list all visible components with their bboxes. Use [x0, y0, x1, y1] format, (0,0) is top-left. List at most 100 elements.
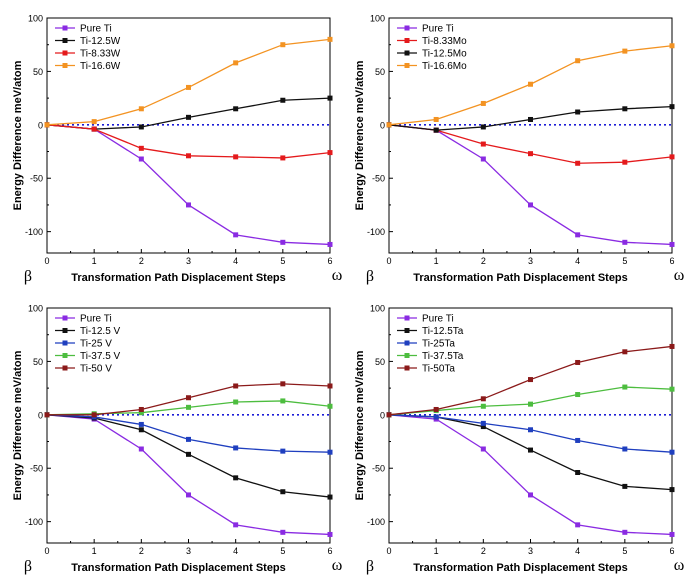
data-point-ti-16-6mo: [528, 82, 533, 87]
chart-panel-ti-w: -100 -50 0 50 100 0 1 2 3 4 5 6 Energy Difference me…: [0, 0, 342, 290]
data-point-ti-12-5w: [280, 98, 285, 103]
legend-label-pure-ti: Pure Ti: [80, 314, 112, 325]
data-point-pure-ti: [186, 492, 191, 497]
legend-marker-ti-25-v: [63, 341, 68, 346]
legend-marker-ti-50ta: [405, 366, 410, 371]
data-point-ti-25ta: [481, 421, 486, 426]
data-point-ti-25-v: [280, 449, 285, 454]
data-point-ti-25ta: [670, 450, 675, 455]
y-tick-label: -50: [372, 174, 385, 184]
y-tick-label: -50: [372, 464, 385, 474]
y-tick-label: 0: [380, 410, 385, 420]
data-point-ti-37-5ta: [670, 387, 675, 392]
data-point-ti-16-6w: [233, 60, 238, 65]
data-point-ti-50ta: [670, 344, 675, 349]
legend-label-ti-16-6mo: Ti-16.6Mo: [422, 61, 467, 72]
legend-marker-pure-ti: [63, 26, 68, 31]
data-point-ti-12-5mo: [670, 104, 675, 109]
x-tick-label: 2: [481, 256, 486, 266]
omega-symbol: ω: [674, 557, 685, 574]
y-tick-label: -100: [367, 227, 385, 237]
data-point-pure-ti: [481, 447, 486, 452]
data-point-ti-50-v: [186, 395, 191, 400]
data-point-ti-12-5ta: [575, 470, 580, 475]
series-line-ti-8-33mo: [389, 125, 672, 163]
legend-marker-ti-16-6mo: [405, 63, 410, 68]
data-point-ti-16-6mo: [387, 122, 392, 127]
data-point-ti-25ta: [575, 438, 580, 443]
x-tick-label: 1: [434, 256, 439, 266]
data-point-ti-25-v: [328, 450, 333, 455]
x-tick-label: 6: [669, 546, 674, 556]
data-point-ti-12-5mo: [528, 117, 533, 122]
y-tick-label: 50: [33, 357, 43, 367]
data-point-ti-8-33w: [328, 150, 333, 155]
y-axis-label: Energy Difference meV/atom: [354, 350, 366, 500]
series-ti-37-5ta: [387, 385, 675, 418]
series-pure-ti: [387, 122, 675, 247]
legend-marker-ti-12-5ta: [405, 328, 410, 333]
data-point-ti-50ta: [622, 349, 627, 354]
data-point-ti-16-6w: [92, 119, 97, 124]
legend-marker-ti-25ta: [405, 341, 410, 346]
legend-label-ti-12-5w: Ti-12.5W: [80, 36, 121, 47]
series-ti-12-5ta: [387, 412, 675, 492]
data-point-ti-50-v: [280, 381, 285, 386]
legend-marker-ti-37-5ta: [405, 353, 410, 358]
y-axis-label: Energy Difference meV/atom: [12, 60, 24, 210]
data-point-pure-ti: [528, 202, 533, 207]
series-line-ti-25-v: [47, 415, 330, 452]
series-line-pure-ti: [47, 415, 330, 535]
legend-label-ti-25-v: Ti-25 V: [80, 339, 112, 350]
data-point-pure-ti: [622, 530, 627, 535]
data-point-ti-50ta: [575, 360, 580, 365]
data-point-pure-ti: [481, 157, 486, 162]
figure: -100 -50 0 50 100 0 1 2 3 4 5 6 Energy Difference me…: [0, 0, 685, 580]
x-tick-label: 6: [327, 546, 332, 556]
data-point-ti-8-33w: [92, 127, 97, 132]
omega-symbol: ω: [674, 267, 685, 284]
data-point-ti-12-5mo: [575, 110, 580, 115]
data-point-pure-ti: [528, 492, 533, 497]
x-tick-label: 4: [233, 256, 238, 266]
x-tick-label: 5: [280, 546, 285, 556]
data-point-ti-8-33mo: [670, 154, 675, 159]
data-point-ti-37-5-v: [280, 398, 285, 403]
data-point-pure-ti: [622, 240, 627, 245]
series-line-pure-ti: [47, 125, 330, 245]
data-point-ti-50-v: [139, 407, 144, 412]
chart-panel-ti-v: -100 -50 0 50 100 0 1 2 3 4 5 6 Energy Difference me…: [0, 290, 342, 580]
data-point-ti-12-5-v: [280, 489, 285, 494]
legend-label-ti-12-5-v: Ti-12.5 V: [80, 326, 121, 337]
data-point-ti-12-5w: [139, 124, 144, 129]
y-tick-label: -100: [367, 517, 385, 527]
data-point-ti-12-5mo: [622, 106, 627, 111]
y-axis-label: Energy Difference meV/atom: [12, 350, 24, 500]
data-point-ti-37-5ta: [622, 385, 627, 390]
x-tick-label: 3: [186, 546, 191, 556]
data-point-ti-37-5-v: [328, 404, 333, 409]
data-point-pure-ti: [139, 447, 144, 452]
series-line-pure-ti: [389, 415, 672, 535]
chart-panel-ti-ta: -100 -50 0 50 100 0 1 2 3 4 5 6 Energy Difference me…: [342, 290, 685, 580]
x-tick-label: 1: [92, 256, 97, 266]
legend-marker-ti-50-v: [63, 366, 68, 371]
data-point-ti-25ta: [622, 447, 627, 452]
legend-marker-ti-8-33mo: [405, 38, 410, 43]
legend-marker-ti-12-5w: [63, 38, 68, 43]
legend-label-ti-37-5-v: Ti-37.5 V: [80, 351, 121, 362]
y-tick-label: 100: [370, 304, 385, 314]
data-point-pure-ti: [280, 240, 285, 245]
y-tick-label: 0: [380, 120, 385, 130]
x-tick-label: 1: [434, 546, 439, 556]
data-point-pure-ti: [670, 242, 675, 247]
series-ti-12-5w: [45, 96, 333, 132]
data-point-ti-16-6w: [139, 106, 144, 111]
chart-panel-ti-mo: -100 -50 0 50 100 0 1 2 3 4 5 6 Energy Difference me…: [342, 0, 685, 290]
legend-label-pure-ti: Pure Ti: [422, 24, 454, 35]
data-point-ti-25ta: [434, 414, 439, 419]
x-tick-label: 6: [669, 256, 674, 266]
data-point-ti-16-6w: [45, 122, 50, 127]
legend-label-ti-8-33mo: Ti-8.33Mo: [422, 36, 467, 47]
series-line-ti-8-33w: [47, 125, 330, 158]
